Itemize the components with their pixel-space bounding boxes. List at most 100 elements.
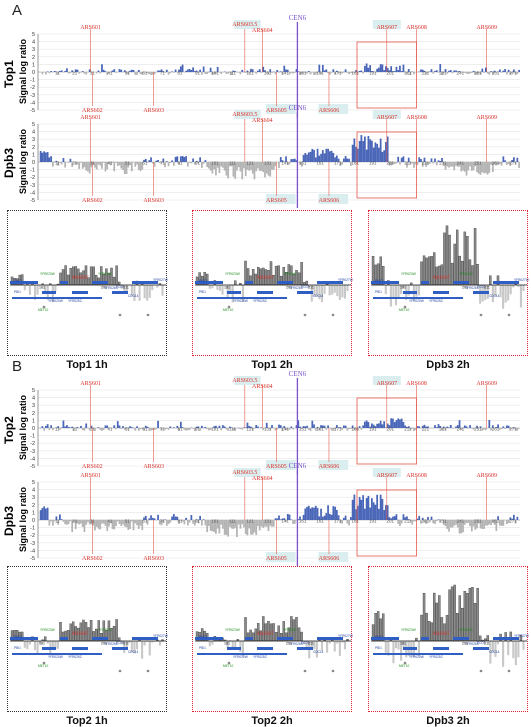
signal-bar — [49, 520, 51, 526]
zoom-signal-bar — [454, 585, 456, 641]
signal-bar — [431, 158, 433, 162]
y-tick-label: 5 — [32, 32, 35, 38]
x-tick-label: 111 — [229, 427, 236, 432]
signal-bar — [376, 424, 378, 428]
signal-bar — [206, 162, 208, 167]
x-tick-label: 141 — [281, 519, 289, 524]
signal-bar — [516, 517, 518, 520]
signal-bar — [222, 520, 224, 529]
asterisk-marker: * — [304, 669, 307, 676]
gene-block — [473, 647, 489, 650]
zoom-signal-bar — [477, 588, 479, 641]
x-tick-label: 161 — [316, 519, 324, 524]
x-tick-label: 141 — [281, 71, 289, 76]
signal-bar — [329, 151, 331, 162]
signal-bar — [96, 72, 98, 73]
x-tick-label: 191 — [369, 161, 377, 166]
asterisk-marker: * — [480, 313, 483, 320]
gene-block — [297, 647, 313, 650]
signal-bar — [399, 66, 401, 72]
signal-bar — [105, 425, 107, 428]
x-tick-label: 271 — [509, 519, 517, 524]
signal-bar — [131, 520, 133, 522]
zoom-x-tick: 201 — [286, 286, 292, 290]
zoom-x-tick: 181 — [39, 286, 45, 290]
zoom-x-tick: 181 — [400, 286, 406, 290]
gene-label: YFR027W — [514, 278, 529, 282]
signal-bar — [331, 151, 333, 162]
gene-label: YFR024C — [283, 628, 298, 632]
signal-bar — [189, 162, 191, 163]
x-tick-label: 131 — [264, 71, 272, 76]
x-tick-label: 251 — [474, 519, 482, 524]
signal-bar — [506, 162, 508, 165]
signal-bar — [120, 70, 122, 72]
signal-bar — [399, 520, 401, 526]
ars-label: ARS606 — [319, 198, 340, 204]
signal-bar — [134, 520, 136, 523]
signal-bar — [464, 162, 466, 172]
ars-label: ARS604 — [252, 476, 273, 482]
zoom-x-tick: 201 — [101, 286, 107, 290]
signal-bar — [122, 520, 124, 524]
signal-bar — [452, 162, 454, 167]
gene-label: PBI1 — [14, 290, 21, 294]
signal-bar — [78, 428, 80, 429]
signal-bar — [290, 426, 292, 428]
signal-bar — [294, 72, 296, 73]
signal-bar — [502, 71, 504, 72]
signal-bar — [140, 428, 142, 429]
signal-bar — [346, 520, 348, 524]
signal-bar — [380, 495, 382, 520]
signal-bar — [469, 425, 471, 428]
signal-bar — [192, 428, 194, 429]
gene-label: YFR023W — [401, 628, 416, 632]
signal-bar — [61, 70, 63, 72]
signal-bar — [136, 72, 138, 75]
zoom-signal-bar — [423, 593, 425, 641]
signal-bar — [471, 162, 473, 171]
signal-bar — [413, 428, 415, 431]
x-tick-label: 171 — [334, 71, 342, 76]
signal-bar — [68, 162, 70, 163]
signal-bar — [166, 161, 168, 162]
signal-bar — [157, 70, 159, 72]
gene-block — [42, 647, 56, 650]
signal-bar — [394, 71, 396, 72]
zoom-signal-bar — [219, 285, 221, 291]
signal-bar — [327, 425, 329, 428]
signal-bar — [236, 162, 238, 171]
zoom-caption: Top1 2h — [192, 359, 352, 371]
signal-bar — [376, 144, 378, 162]
zoom-signal-bar — [415, 638, 417, 641]
signal-bar — [383, 510, 385, 520]
y-tick-label: 1 — [32, 510, 35, 516]
y-tick-label: -4 — [30, 548, 35, 554]
asterisk-marker: * — [404, 305, 407, 312]
signal-bar — [313, 424, 315, 428]
signal-bar — [362, 495, 364, 520]
signal-bar — [325, 428, 327, 430]
signal-bar — [432, 72, 434, 74]
signal-bar — [308, 152, 310, 162]
y-tick-label: 1 — [32, 152, 35, 158]
signal-bar — [469, 520, 471, 526]
signal-bar — [371, 498, 373, 520]
gene-label: YFR025C — [68, 655, 83, 659]
x-tick-label: 121 — [246, 71, 254, 76]
signal-bar — [413, 162, 415, 168]
zoom-signal-bar — [441, 265, 443, 285]
gene-block — [433, 291, 449, 294]
signal-bar — [452, 72, 454, 73]
signal-bar — [348, 159, 350, 162]
signal-bar — [506, 520, 508, 524]
gene-block — [60, 637, 68, 640]
signal-bar — [501, 162, 503, 166]
signal-bar — [117, 421, 119, 428]
signal-bar — [255, 425, 257, 428]
zoom-signal-bar — [385, 285, 387, 294]
signal-bar — [120, 428, 122, 429]
signal-bar — [80, 426, 82, 428]
zoom-signal-bar — [341, 285, 343, 297]
